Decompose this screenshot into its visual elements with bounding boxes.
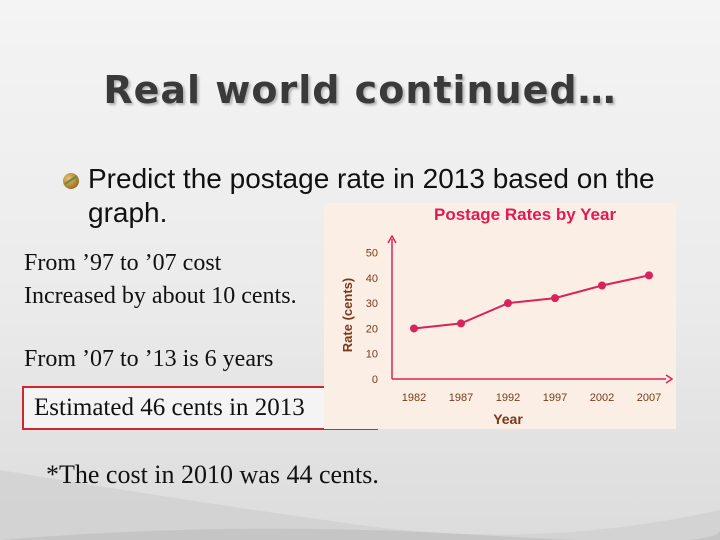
y-tick-label: 30 bbox=[366, 298, 378, 310]
data-point bbox=[410, 324, 418, 333]
y-tick-label: 50 bbox=[366, 248, 378, 260]
y-axis-arrow bbox=[387, 234, 397, 244]
chart-title: Postage Rates by Year bbox=[434, 205, 616, 224]
estimate-text: Estimated 46 cents in 2013 bbox=[34, 394, 305, 421]
note-line-2: Increased by about 10 cents. bbox=[24, 283, 297, 309]
x-tick-label: 1997 bbox=[543, 392, 567, 404]
bullet-icon bbox=[63, 173, 79, 189]
y-tick-label: 0 bbox=[372, 374, 378, 386]
y-axis-label: Rate (cents) bbox=[340, 278, 355, 352]
bullet-text: Predict the postage rate in 2013 based o… bbox=[88, 163, 655, 228]
series-line bbox=[413, 274, 650, 330]
note-years: From ’07 to ’13 is 6 years bbox=[24, 346, 274, 372]
y-tick-label: 20 bbox=[366, 323, 378, 335]
x-axis-label: Year bbox=[493, 411, 523, 427]
x-tick-label: 1987 bbox=[449, 392, 473, 404]
y-tick-label: 40 bbox=[366, 273, 378, 285]
data-point bbox=[504, 299, 512, 308]
x-tick-label: 1992 bbox=[496, 392, 520, 404]
slide-title: Real world continued… bbox=[103, 68, 617, 112]
x-axis-arrow bbox=[665, 374, 674, 384]
x-tick-label: 2007 bbox=[637, 392, 661, 404]
data-point bbox=[598, 281, 606, 290]
data-point bbox=[645, 271, 653, 280]
y-tick-label: 10 bbox=[366, 349, 378, 361]
note-cost-change: From ’97 to ’07 cost Increased by about … bbox=[24, 247, 297, 313]
x-tick-label: 1982 bbox=[402, 392, 426, 404]
postage-chart: Postage Rates by Year 0 10 20 30 40 50 1982 1987… bbox=[324, 203, 676, 429]
footnote: *The cost in 2010 was 44 cents. bbox=[46, 460, 379, 489]
data-point bbox=[457, 319, 465, 328]
chart-svg: Postage Rates by Year 0 10 20 30 40 50 1982 1987… bbox=[340, 205, 674, 427]
x-tick-label: 2002 bbox=[590, 392, 614, 404]
data-point bbox=[551, 294, 559, 303]
note-line-1: From ’97 to ’07 cost bbox=[24, 250, 222, 276]
